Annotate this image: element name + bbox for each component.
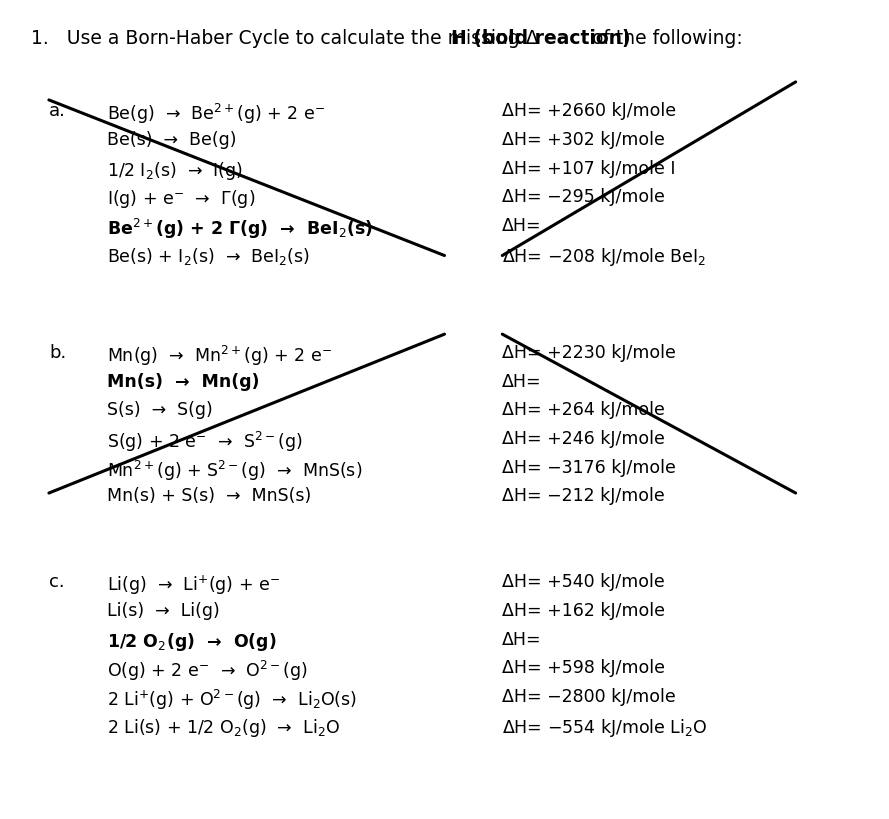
Text: Mn$^{2+}$(g) + S$^{2-}$(g)  →  MnS(s): Mn$^{2+}$(g) + S$^{2-}$(g) → MnS(s) xyxy=(107,459,362,482)
Text: ΔH= +302 kJ/mole: ΔH= +302 kJ/mole xyxy=(502,131,665,149)
Text: Li(g)  →  Li$^{+}$(g) + e$^{-}$: Li(g) → Li$^{+}$(g) + e$^{-}$ xyxy=(107,573,280,596)
Text: ΔH= +2660 kJ/mole: ΔH= +2660 kJ/mole xyxy=(502,102,677,120)
Text: ΔH= −554 kJ/mole Li$_2$O: ΔH= −554 kJ/mole Li$_2$O xyxy=(502,717,708,739)
Text: Be$^{2+}$(g) + 2 Γ(g)  →  BeI$_2$(s): Be$^{2+}$(g) + 2 Γ(g) → BeI$_2$(s) xyxy=(107,217,372,241)
Text: 1.   Use a Born-Haber Cycle to calculate the missing Δ: 1. Use a Born-Haber Cycle to calculate t… xyxy=(31,29,539,48)
Text: ΔH=: ΔH= xyxy=(502,373,542,391)
Text: Mn(s) + S(s)  →  MnS(s): Mn(s) + S(s) → MnS(s) xyxy=(107,487,311,505)
Text: Mn(g)  →  Mn$^{2+}$(g) + 2 e$^{-}$: Mn(g) → Mn$^{2+}$(g) + 2 e$^{-}$ xyxy=(107,344,332,368)
Text: ΔH= +540 kJ/mole: ΔH= +540 kJ/mole xyxy=(502,573,665,591)
Text: ΔH= −2800 kJ/mole: ΔH= −2800 kJ/mole xyxy=(502,688,676,706)
Text: ΔH= +162 kJ/mole: ΔH= +162 kJ/mole xyxy=(502,602,665,620)
Text: ΔH= +264 kJ/mole: ΔH= +264 kJ/mole xyxy=(502,401,665,419)
Text: ΔH= +598 kJ/mole: ΔH= +598 kJ/mole xyxy=(502,659,665,677)
Text: O(g) + 2 e$^{-}$  →  O$^{2-}$(g): O(g) + 2 e$^{-}$ → O$^{2-}$(g) xyxy=(107,659,308,683)
Text: H (bold reaction): H (bold reaction) xyxy=(451,29,630,48)
Text: Be(s) + I$_2$(s)  →  BeI$_2$(s): Be(s) + I$_2$(s) → BeI$_2$(s) xyxy=(107,246,309,267)
Text: S(g) + 2 e$^{-}$  →  S$^{2-}$(g): S(g) + 2 e$^{-}$ → S$^{2-}$(g) xyxy=(107,430,302,454)
Text: ΔH= +2230 kJ/mole: ΔH= +2230 kJ/mole xyxy=(502,344,677,362)
Text: ΔH= −208 kJ/mole BeI$_2$: ΔH= −208 kJ/mole BeI$_2$ xyxy=(502,246,707,268)
Text: ΔH=: ΔH= xyxy=(502,631,542,649)
Text: Mn(s)  →  Mn(g): Mn(s) → Mn(g) xyxy=(107,373,260,391)
Text: S(s)  →  S(g): S(s) → S(g) xyxy=(107,401,212,419)
Text: Be(g)  →  Be$^{2+}$(g) + 2 e$^{-}$: Be(g) → Be$^{2+}$(g) + 2 e$^{-}$ xyxy=(107,102,325,126)
Text: I(g) + e$^{-}$  →  Γ(g): I(g) + e$^{-}$ → Γ(g) xyxy=(107,188,255,210)
Text: ΔH= −295 kJ/mole: ΔH= −295 kJ/mole xyxy=(502,188,665,206)
Text: c.: c. xyxy=(49,573,65,591)
Text: 2 Li$^{+}$(g) + O$^{2-}$(g)  →  Li$_2$O(s): 2 Li$^{+}$(g) + O$^{2-}$(g) → Li$_2$O(s) xyxy=(107,688,356,712)
Text: 1/2 O$_2$(g)  →  O(g): 1/2 O$_2$(g) → O(g) xyxy=(107,631,276,653)
Text: ΔH= +246 kJ/mole: ΔH= +246 kJ/mole xyxy=(502,430,665,448)
Text: Be(s)  →  Be(g): Be(s) → Be(g) xyxy=(107,131,236,149)
Text: of the following:: of the following: xyxy=(586,29,742,48)
Text: Li(s)  →  Li(g): Li(s) → Li(g) xyxy=(107,602,220,620)
Text: ΔH= +107 kJ/mole I: ΔH= +107 kJ/mole I xyxy=(502,160,676,178)
Text: 1/2 I$_2$(s)  →  I(g): 1/2 I$_2$(s) → I(g) xyxy=(107,160,243,182)
Text: ΔH= −212 kJ/mole: ΔH= −212 kJ/mole xyxy=(502,487,665,505)
Text: a.: a. xyxy=(49,102,66,120)
Text: ΔH=: ΔH= xyxy=(502,217,542,235)
Text: b.: b. xyxy=(49,344,66,362)
Text: ΔH= −3176 kJ/mole: ΔH= −3176 kJ/mole xyxy=(502,459,677,477)
Text: 2 Li(s) + 1/2 O$_2$(g)  →  Li$_2$O: 2 Li(s) + 1/2 O$_2$(g) → Li$_2$O xyxy=(107,717,340,739)
